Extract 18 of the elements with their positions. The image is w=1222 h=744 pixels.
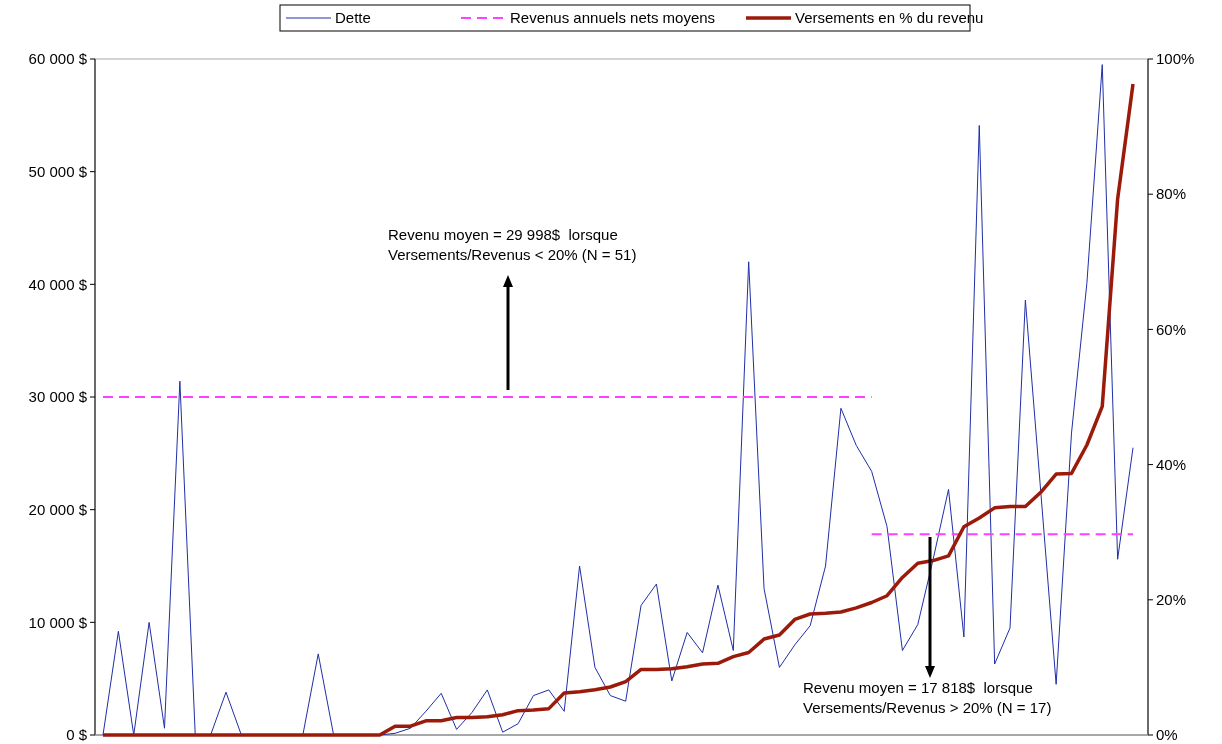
y2-tick-label: 100%: [1156, 50, 1195, 68]
y2-tick-label: 0%: [1156, 726, 1178, 744]
y2-tick-label: 80%: [1156, 185, 1187, 203]
y2-tick-label: 60%: [1156, 320, 1187, 338]
y-tick-label: 10 000 $: [28, 613, 88, 631]
y-tick-label: 50 000 $: [28, 162, 88, 180]
y2-tick-label: 20%: [1156, 591, 1187, 609]
y-tick-label: 30 000 $: [28, 388, 88, 406]
y-tick-label: 0 $: [66, 726, 88, 744]
y-tick-label: 60 000 $: [28, 50, 88, 68]
legend-label: Dette: [335, 9, 371, 27]
legend-label: Revenus annuels nets moyens: [510, 9, 716, 27]
annotation: Revenu moyen = 29 998$ lorsque Versements/Revenus < 20% (N = 51): [388, 226, 637, 263]
y2-tick-label: 40%: [1156, 455, 1187, 473]
y-tick-label: 20 000 $: [28, 500, 88, 518]
annotation: Revenu moyen = 17 818$ lorsque Versements/Revenus > 20% (N = 17): [803, 679, 1052, 716]
y-tick-label: 40 000 $: [28, 275, 88, 293]
legend-label: Versements en % du revenu: [795, 9, 984, 27]
